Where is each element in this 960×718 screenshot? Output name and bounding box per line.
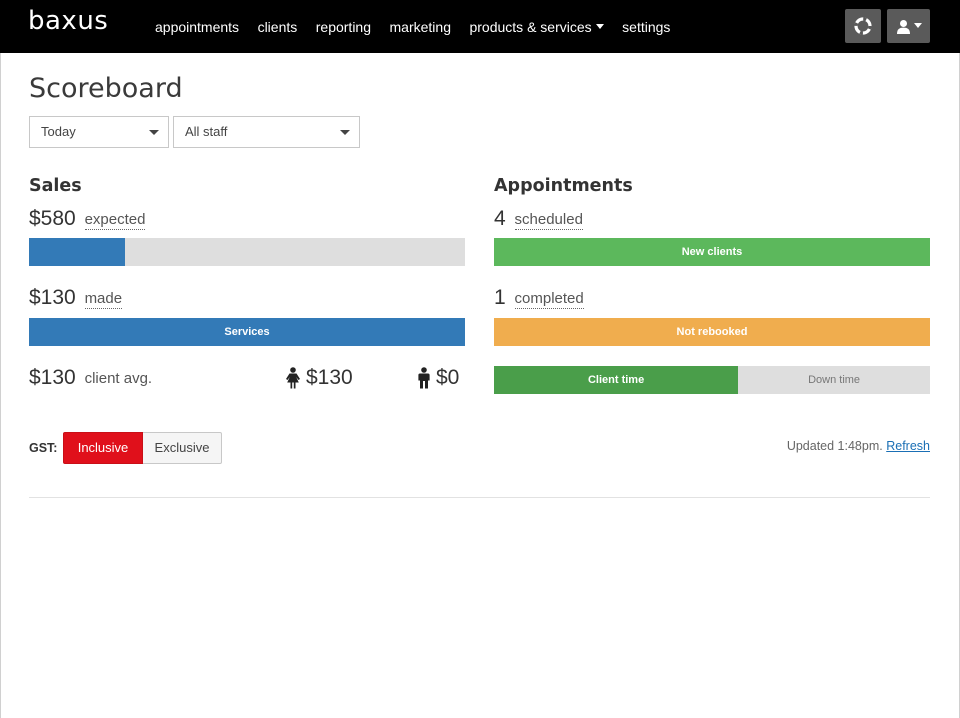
sales-avg-label: client avg. xyxy=(84,370,153,387)
period-select-value: Today xyxy=(41,124,76,139)
male-avg-stat: $0 xyxy=(416,366,459,390)
refresh-link[interactable]: Refresh xyxy=(886,439,930,453)
sales-client-avg: $130 client avg. xyxy=(29,366,152,390)
updated-status: Updated 1:48pm. Refresh xyxy=(787,439,930,453)
scheduled-count: 4 xyxy=(494,207,506,230)
completed-count: 1 xyxy=(494,286,506,309)
baxus-logo[interactable]: baxus xyxy=(28,6,109,36)
not-rebooked-bar[interactable]: Not rebooked xyxy=(494,318,930,346)
help-button[interactable] xyxy=(845,9,881,43)
sales-heading: Sales xyxy=(29,176,82,196)
down-time-segment[interactable]: Down time xyxy=(808,374,861,386)
new-clients-bar[interactable]: New clients xyxy=(494,238,930,266)
nav-products-services[interactable]: products & services xyxy=(469,18,604,35)
appointments-heading: Appointments xyxy=(494,176,633,196)
sales-expected-amount: $580 xyxy=(29,207,76,230)
nav-reporting[interactable]: reporting xyxy=(315,18,372,35)
client-time-segment[interactable]: Client time xyxy=(494,366,739,394)
sales-expected-label[interactable]: expected xyxy=(84,211,146,230)
gst-inclusive-button[interactable]: Inclusive xyxy=(63,432,143,464)
chevron-down-icon xyxy=(340,130,350,135)
sales-made: $130 made xyxy=(29,286,123,310)
main-nav: appointments clients reporting marketing… xyxy=(155,0,689,53)
user-menu-button[interactable] xyxy=(887,9,930,43)
chevron-down-icon xyxy=(913,22,922,28)
appointments-scheduled: 4 scheduled xyxy=(494,207,583,231)
staff-select-value: All staff xyxy=(185,124,228,139)
expected-progress-bar xyxy=(29,238,465,266)
nav-settings[interactable]: settings xyxy=(622,18,671,35)
staff-select[interactable]: All staff xyxy=(173,116,360,148)
scheduled-label[interactable]: scheduled xyxy=(514,211,583,230)
gst-label: GST: xyxy=(29,441,58,455)
sales-avg-amount: $130 xyxy=(29,366,76,389)
male-icon xyxy=(418,367,430,389)
page-title: Scoreboard xyxy=(29,73,183,104)
updated-text: Updated 1:48pm. xyxy=(786,439,883,453)
sales-expected: $580 expected xyxy=(29,207,146,231)
female-avg-value: $130 xyxy=(306,366,353,389)
completed-label[interactable]: completed xyxy=(514,290,584,309)
expected-progress-fill xyxy=(29,238,125,266)
male-avg-value: $0 xyxy=(436,366,460,389)
chevron-down-icon xyxy=(595,24,604,30)
female-icon xyxy=(286,367,300,389)
divider xyxy=(29,497,930,498)
nav-clients[interactable]: clients xyxy=(257,18,298,35)
appointments-completed: 1 completed xyxy=(494,286,584,310)
services-bar[interactable]: Services xyxy=(29,318,465,346)
nav-products-services-label: products & services xyxy=(469,18,592,35)
nav-marketing[interactable]: marketing xyxy=(389,18,451,35)
chevron-down-icon xyxy=(149,130,159,135)
time-split-bar: Client time Down time xyxy=(494,366,930,394)
sales-made-amount: $130 xyxy=(29,286,76,309)
nav-appointments[interactable]: appointments xyxy=(155,18,240,35)
gst-exclusive-button[interactable]: Exclusive xyxy=(143,432,222,464)
lifebuoy-icon xyxy=(854,17,872,35)
period-select[interactable]: Today xyxy=(29,116,169,148)
female-avg-stat: $130 xyxy=(284,366,353,390)
top-navbar: baxus appointments clients reporting mar… xyxy=(0,0,960,53)
user-icon xyxy=(896,19,910,34)
sales-made-label[interactable]: made xyxy=(84,290,123,309)
